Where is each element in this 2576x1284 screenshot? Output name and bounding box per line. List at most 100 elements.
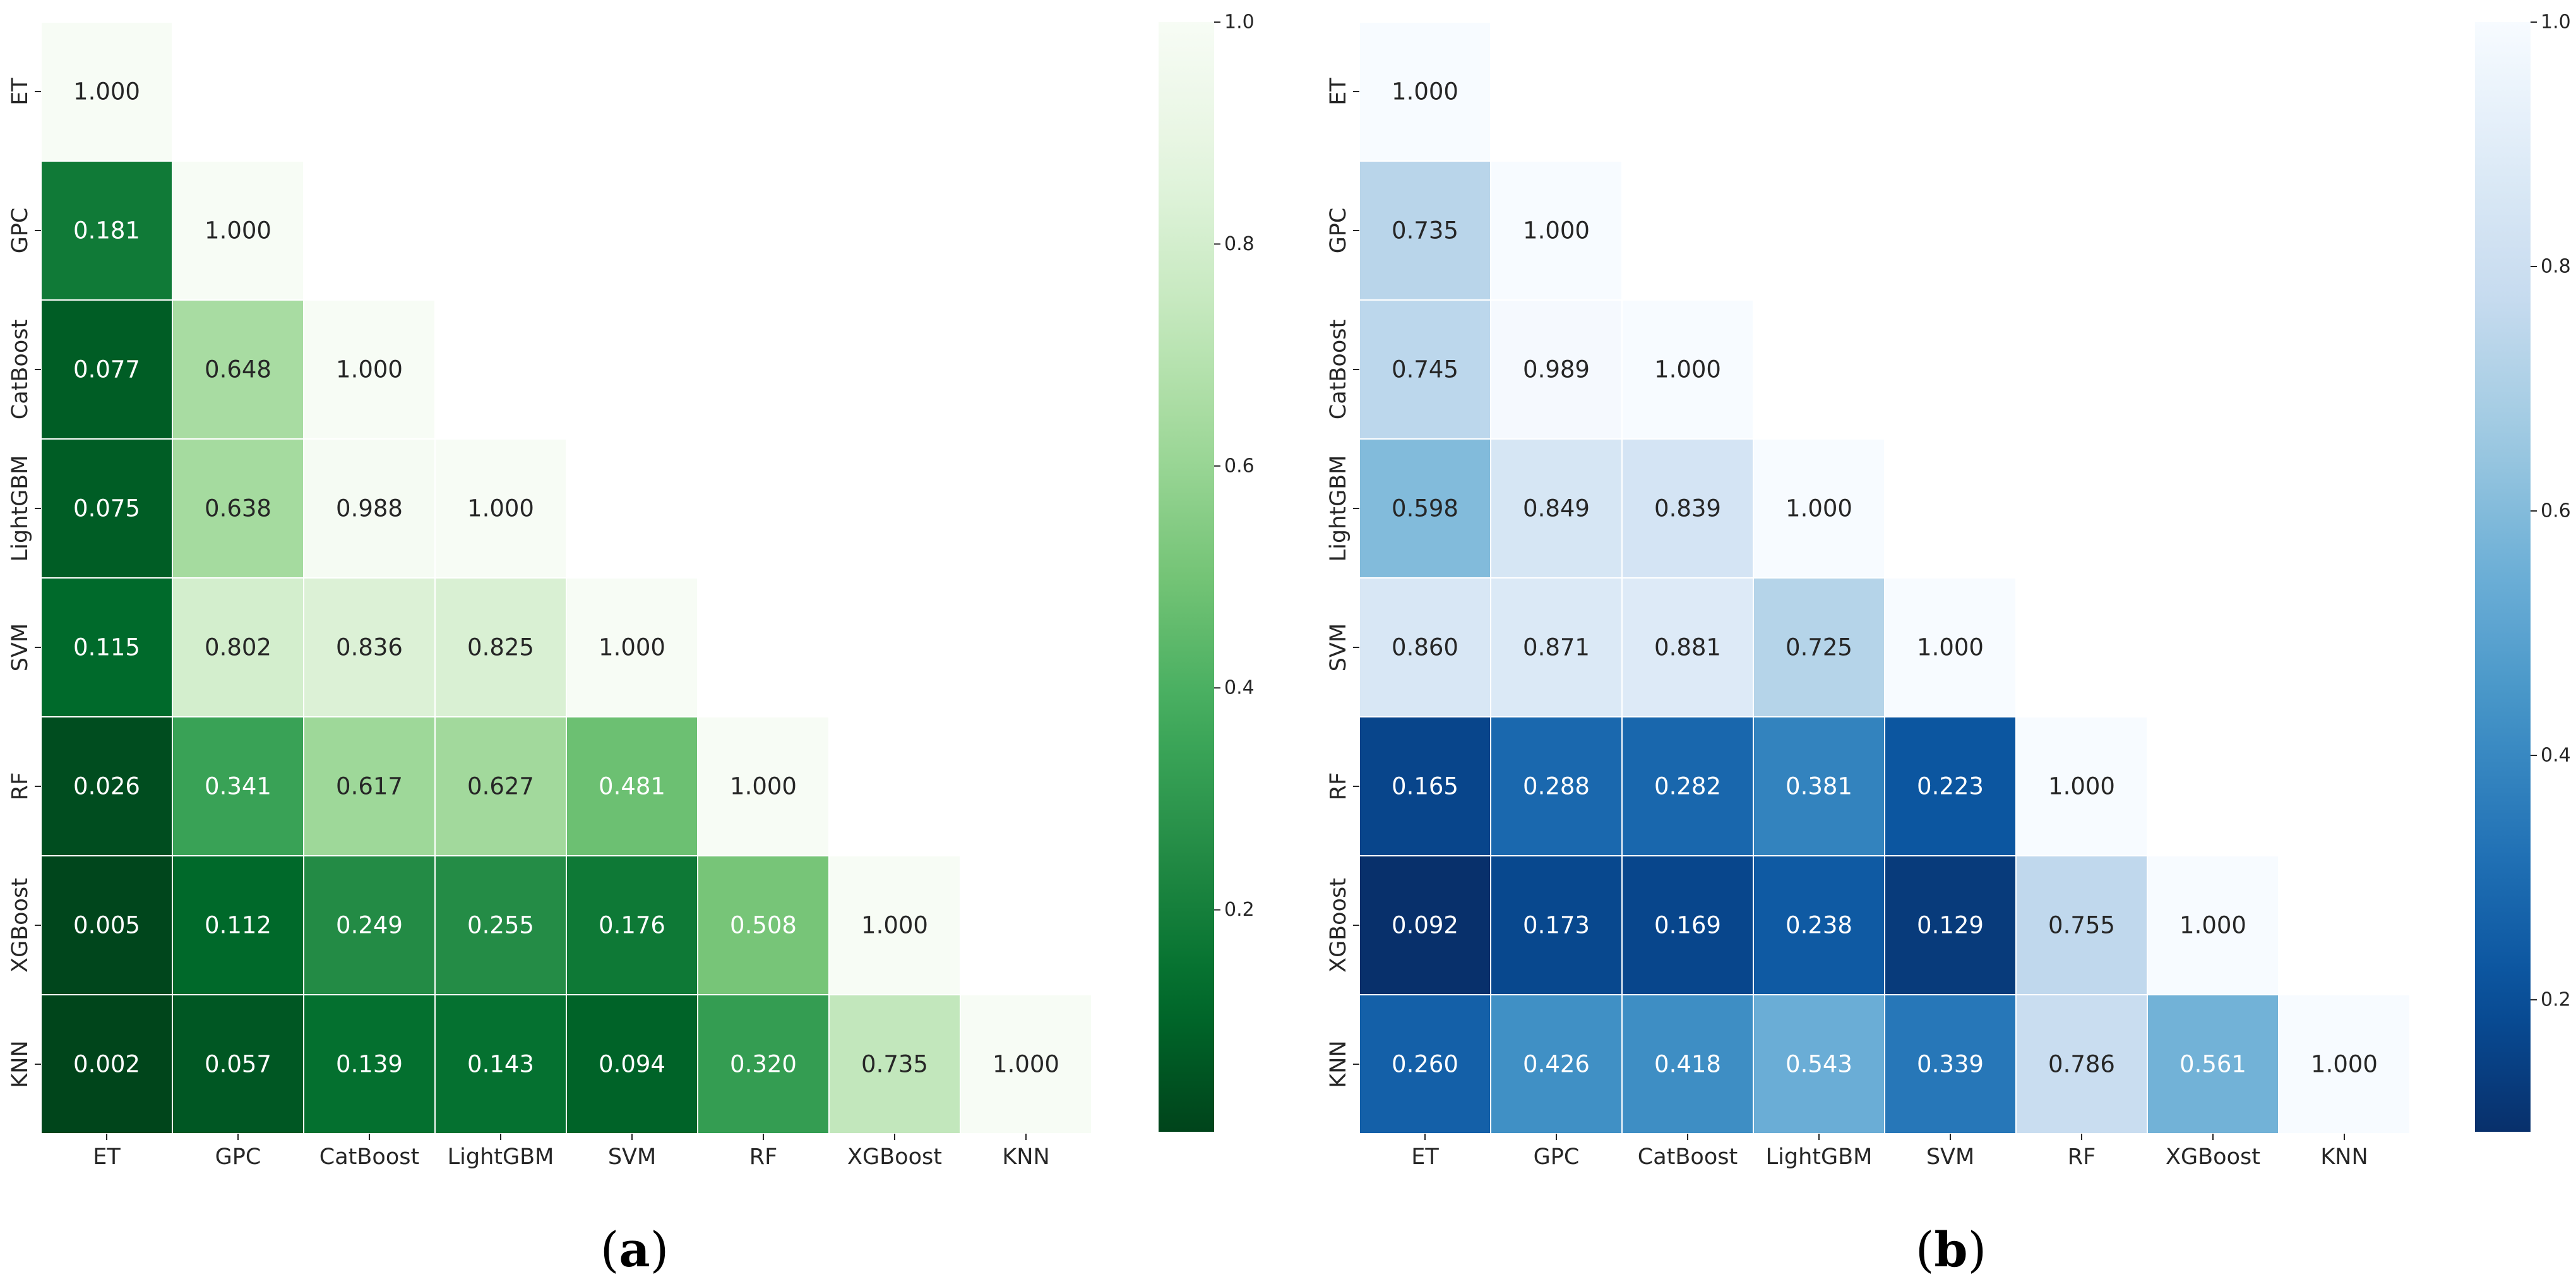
y-tick-label: GPC [1326, 208, 1351, 254]
cell-value-label: 1.000 [2179, 912, 2246, 939]
cell-value-label: 0.075 [73, 495, 140, 522]
colorbar [1159, 22, 1214, 1132]
cell-value-label: 1.000 [993, 1051, 1059, 1078]
cell-value-label: 0.173 [1523, 912, 1590, 939]
cell-value-label: 1.000 [2311, 1051, 2378, 1078]
cell-value-label: 0.077 [73, 356, 140, 383]
heatmap-cell [1359, 438, 1491, 579]
heatmap-cell [1621, 299, 1754, 440]
heatmap-cell [697, 855, 830, 995]
cell-value-label: 0.598 [1392, 495, 1458, 522]
heatmap-cell [434, 438, 567, 579]
x-tick-label: KNN [2320, 1144, 2368, 1170]
cell-value-label: 0.339 [1917, 1051, 1984, 1078]
cell-value-label: 1.000 [599, 634, 665, 661]
colorbar-tick-label: 0.8 [2541, 256, 2571, 278]
x-tick-label: ET [93, 1144, 121, 1170]
x-tick-label: KNN [1002, 1144, 1049, 1170]
cell-value-label: 0.026 [73, 773, 140, 800]
y-tick-label: RF [8, 772, 33, 800]
cell-value-label: 0.341 [205, 773, 271, 800]
cell-value-label: 0.561 [2179, 1051, 2246, 1078]
cell-value-label: 0.638 [205, 495, 271, 522]
heatmap-cell [434, 855, 567, 995]
cell-value-label: 0.092 [1392, 912, 1458, 939]
heatmap-cell [1621, 716, 1754, 856]
heatmap-cell [172, 855, 304, 995]
cell-value-label: 0.860 [1392, 634, 1458, 661]
colorbar-tick-label: 0.2 [1224, 899, 1255, 921]
x-tick-label: XGBoost [847, 1144, 942, 1170]
cell-value-label: 0.143 [467, 1051, 534, 1078]
cell-value-label: 0.139 [336, 1051, 403, 1078]
cell-value-label: 0.802 [205, 634, 271, 661]
heatmap-cell [960, 994, 1092, 1134]
heatmap-cell [828, 855, 961, 995]
heatmap-cell [303, 716, 436, 856]
heatmap-cell [697, 716, 830, 856]
heatmap-cell [1490, 577, 1623, 717]
cell-value-label: 0.057 [205, 1051, 271, 1078]
x-tick-label: CatBoost [1638, 1144, 1738, 1170]
cell-value-label: 0.255 [467, 912, 534, 939]
cell-value-label: 1.000 [1917, 634, 1984, 661]
heatmap-cell [828, 994, 961, 1134]
cell-value-label: 0.426 [1523, 1051, 1590, 1078]
x-tick-label: CatBoost [319, 1144, 419, 1170]
cell-value-label: 0.871 [1523, 634, 1590, 661]
y-tick-label: LightGBM [8, 455, 33, 562]
heatmap-cell [2278, 994, 2411, 1134]
cell-value-label: 1.000 [336, 356, 403, 383]
colorbar-tick-label: 0.6 [1224, 455, 1255, 477]
cell-value-label: 0.481 [599, 773, 665, 800]
colorbar-tick-label: 0.4 [1224, 677, 1255, 699]
cell-value-label: 0.617 [336, 773, 403, 800]
cell-value-label: 0.839 [1654, 495, 1721, 522]
x-tick-label: GPC [215, 1144, 261, 1170]
panel-letter: a [619, 1221, 650, 1278]
heatmap-cell [303, 994, 436, 1134]
cell-value-label: 0.648 [205, 356, 271, 383]
cell-value-label: 0.181 [73, 217, 140, 244]
heatmap-cell [566, 577, 698, 717]
heatmap-cell [40, 994, 173, 1134]
colorbar-tick-label: 0.6 [2541, 500, 2571, 522]
cell-value-label: 0.112 [205, 912, 271, 939]
cell-value-label: 0.129 [1917, 912, 1984, 939]
colorbar [2475, 22, 2531, 1132]
cell-value-label: 1.000 [861, 912, 928, 939]
heatmap-panel-b: 1.000 0.735 1.000 0.745 0.989 1.000 0.598 0.849… [1326, 11, 2571, 1278]
y-tick-label: ET [8, 78, 33, 105]
cell-value-label: 0.005 [73, 912, 140, 939]
cell-value-label: 1.000 [1392, 78, 1458, 105]
cell-value-label: 1.000 [1654, 356, 1721, 383]
heatmap-cell [1621, 577, 1754, 717]
colorbar-tick-label: 1.0 [2541, 11, 2571, 33]
y-tick-label: SVM [8, 623, 33, 671]
heatmap-cell [2015, 994, 2148, 1134]
heatmap-cell [1490, 994, 1623, 1134]
heatmap-cell [1359, 994, 1491, 1134]
heatmap-cell [2015, 855, 2148, 995]
cell-value-label: 0.169 [1654, 912, 1721, 939]
cell-value-label: 0.836 [336, 634, 403, 661]
colorbar-tick-label: 1.0 [1224, 11, 1255, 33]
y-tick-label: ET [1326, 78, 1351, 105]
heatmap-cell [172, 299, 304, 440]
panel-caption: (b) [1916, 1221, 1986, 1278]
heatmap-cell [434, 577, 567, 717]
heatmap-cell [303, 577, 436, 717]
heatmap-cell [172, 577, 304, 717]
cell-value-label: 0.260 [1392, 1051, 1458, 1078]
heatmap-cell [40, 21, 173, 162]
heatmap-cell [40, 160, 173, 301]
x-tick-label: ET [1411, 1144, 1439, 1170]
cell-value-label: 0.320 [730, 1051, 797, 1078]
cell-value-label: 0.282 [1654, 773, 1721, 800]
y-tick-label: RF [1326, 772, 1351, 800]
cell-value-label: 0.543 [1786, 1051, 1852, 1078]
cell-value-label: 0.725 [1786, 634, 1852, 661]
cell-value-label: 1.000 [73, 78, 140, 105]
y-tick-label: XGBoost [8, 878, 33, 973]
colorbar-tick-label: 0.4 [2541, 745, 2571, 767]
